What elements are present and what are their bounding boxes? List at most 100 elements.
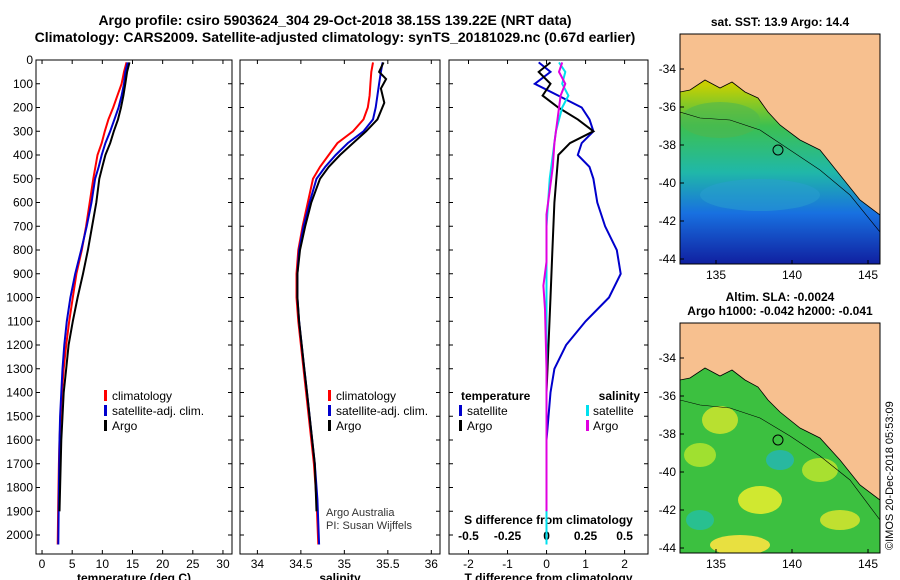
figure-title-line2: Climatology: CARS2009. Satellite-adjuste… (34, 29, 636, 45)
legend-swatch (586, 420, 589, 431)
lon-tick-label: 135 (706, 557, 726, 571)
lon-tick-label: 145 (858, 268, 878, 282)
lat-tick-label: -42 (659, 214, 677, 228)
legend-swatch (328, 420, 331, 431)
y-tick-label: 1400 (6, 386, 33, 400)
legend-label: satellite-adj. clim. (112, 404, 204, 418)
lat-tick-label: -34 (659, 351, 677, 365)
lat-tick-label: -34 (659, 62, 677, 76)
y-tick-label: 400 (13, 148, 33, 162)
plot-frame (35, 59, 233, 555)
imos-credit: ©IMOS 20-Dec-2018 05:53:09 (884, 401, 896, 550)
series-line-satellite (532, 61, 622, 545)
x-tick-label: 36 (425, 557, 439, 571)
annotation-text: PI: Susan Wijffels (326, 520, 412, 532)
x2-tick-label: 0.5 (616, 529, 633, 543)
legend-label: climatology (336, 389, 396, 403)
legend-swatch (328, 390, 331, 401)
y-tick-label: 1000 (6, 291, 33, 305)
y-tick-label: 2000 (6, 528, 33, 542)
sla-map-title2: Argo h1000: -0.042 h2000: -0.041 (687, 304, 873, 318)
legend-swatch (328, 405, 331, 416)
plot-frame (239, 59, 441, 555)
sla-map-title1: Altim. SLA: -0.0024 (726, 290, 835, 304)
x-tick-label: 30 (216, 557, 230, 571)
sst-map-title: sat. SST: 13.9 Argo: 14.4 (711, 15, 850, 29)
legend-label: Argo (467, 419, 493, 433)
lat-tick-label: -44 (659, 252, 677, 266)
y-tick-label: 800 (13, 243, 33, 257)
x-tick-label: 34 (251, 557, 265, 571)
y-tick-label: 100 (13, 77, 33, 91)
y-tick-label: 1100 (7, 314, 33, 328)
lat-tick-label: -40 (659, 465, 677, 479)
sla-map: Altim. SLA: -0.0024 Argo h1000: -0.042 h… (659, 290, 881, 571)
lat-tick-label: -44 (659, 541, 677, 555)
legend-label: Argo (593, 419, 619, 433)
y-tick-label: 0 (26, 53, 33, 67)
lat-tick-label: -36 (659, 389, 677, 403)
legend-swatch (104, 390, 107, 401)
legend-label: satellite (593, 404, 634, 418)
lon-tick-label: 145 (858, 557, 878, 571)
y-tick-label: 200 (13, 101, 33, 115)
series-line-argo--s- (542, 62, 567, 512)
x-tick-label: 20 (156, 557, 170, 571)
legend-label: climatology (112, 389, 172, 403)
x-tick-label: -1 (502, 557, 513, 571)
y-tick-label: 1900 (6, 504, 33, 518)
profile-panel-2: 34 34.5 35 35.5 36 salinity climatologysatelli… (239, 59, 441, 580)
y-tick-label: 1200 (6, 338, 33, 352)
argo-position-marker (772, 144, 784, 156)
y-tick-label: 1300 (6, 362, 33, 376)
legend-label: satellite-adj. clim. (336, 404, 428, 418)
sst-map: sat. SST: 13.9 Argo: 14.4 -34 -36 -38 -40 -4… (659, 15, 881, 282)
lon-tick-label: 135 (706, 268, 726, 282)
lon-tick-label: 140 (782, 557, 802, 571)
legend-swatch (586, 405, 589, 416)
sla-map-frame (679, 322, 881, 554)
lat-tick-label: -36 (659, 100, 677, 114)
figure-title-line1: Argo profile: csiro 5903624_304 29-Oct-2… (98, 12, 572, 28)
y-tick-label: 300 (13, 124, 33, 138)
sst-map-frame (679, 33, 881, 265)
x-tick-label: 2 (621, 557, 628, 571)
series-line-satellite-adj--clim- (57, 62, 129, 545)
x-tick-label: 0 (39, 557, 46, 571)
legend-label: Argo (112, 419, 138, 433)
x-tick-label: 5 (69, 557, 76, 571)
lat-tick-label: -42 (659, 503, 677, 517)
legend-swatch (459, 405, 462, 416)
legend-swatch (104, 420, 107, 431)
x2-axis-label: S difference from climatology (464, 513, 633, 527)
x2-tick-label: -0.5 (458, 529, 479, 543)
annotation-text: Argo Australia (326, 507, 395, 519)
legend-swatch (104, 405, 107, 416)
x2-tick-label: 0.25 (574, 529, 598, 543)
x-tick-label: 0 (543, 557, 550, 571)
x-tick-label: 34.5 (289, 557, 313, 571)
y-tick-label: 1800 (6, 481, 33, 495)
x-tick-label: 10 (96, 557, 110, 571)
x-axis-label: salinity (319, 571, 361, 580)
legend-title: temperature (461, 389, 531, 403)
series-line-argo (296, 61, 388, 512)
series-line-argo (58, 62, 131, 512)
y-tick-label: 600 (13, 196, 33, 210)
legend-label: Argo (336, 419, 362, 433)
y-tick-label: 1700 (6, 457, 33, 471)
x-axis-label: T difference from climatology (464, 571, 632, 580)
x-tick-label: 25 (186, 557, 200, 571)
lat-tick-label: -40 (659, 176, 677, 190)
x2-tick-label: -0.25 (494, 529, 522, 543)
legend-swatch (459, 420, 462, 431)
profile-panel-3: -2 -1 0 1 2T difference from climatology -0.5… (448, 59, 649, 580)
plot-frame (448, 59, 649, 555)
x-axis-label: temperature (deg C) (77, 571, 191, 580)
lon-tick-label: 140 (782, 268, 802, 282)
legend-label: satellite (467, 404, 508, 418)
y-tick-label: 1600 (6, 433, 33, 447)
legend-title: salinity (599, 389, 641, 403)
lat-tick-label: -38 (659, 427, 677, 441)
